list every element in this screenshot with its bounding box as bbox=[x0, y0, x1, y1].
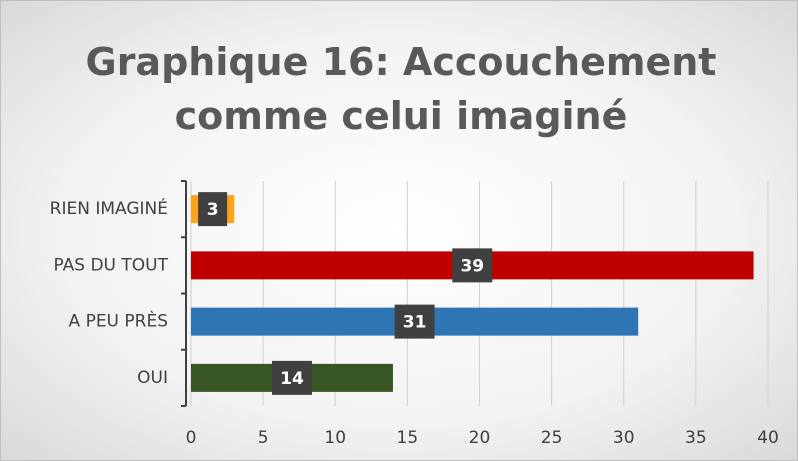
x-tick-label: 0 bbox=[186, 428, 197, 448]
data-label: 14 bbox=[280, 369, 304, 389]
data-label-box bbox=[271, 360, 312, 395]
y-tick-label: RIEN IMAGINÉ bbox=[50, 197, 168, 219]
x-tick-label: 40 bbox=[757, 428, 779, 448]
data-label: 31 bbox=[403, 313, 427, 333]
chart-title: Graphique 16: Accouchement comme celui i… bbox=[85, 40, 717, 138]
x-tick-label: 15 bbox=[397, 428, 419, 448]
data-label: 39 bbox=[460, 256, 484, 276]
data-label: 3 bbox=[207, 200, 219, 220]
y-tick-label: A PEU PRÈS bbox=[69, 310, 168, 332]
x-tick-label: 25 bbox=[541, 428, 563, 448]
y-tick-label: OUI bbox=[137, 368, 168, 388]
x-tick-label: 30 bbox=[613, 428, 635, 448]
x-tick-label: 5 bbox=[258, 428, 269, 448]
x-tick-label: 10 bbox=[324, 428, 346, 448]
data-label-box bbox=[394, 304, 435, 339]
x-tick-label: 35 bbox=[685, 428, 707, 448]
data-label-box bbox=[198, 192, 228, 227]
x-tick-label: 20 bbox=[469, 428, 491, 448]
y-tick-label: PAS DU TOUT bbox=[53, 255, 168, 275]
data-label-box bbox=[452, 248, 493, 283]
